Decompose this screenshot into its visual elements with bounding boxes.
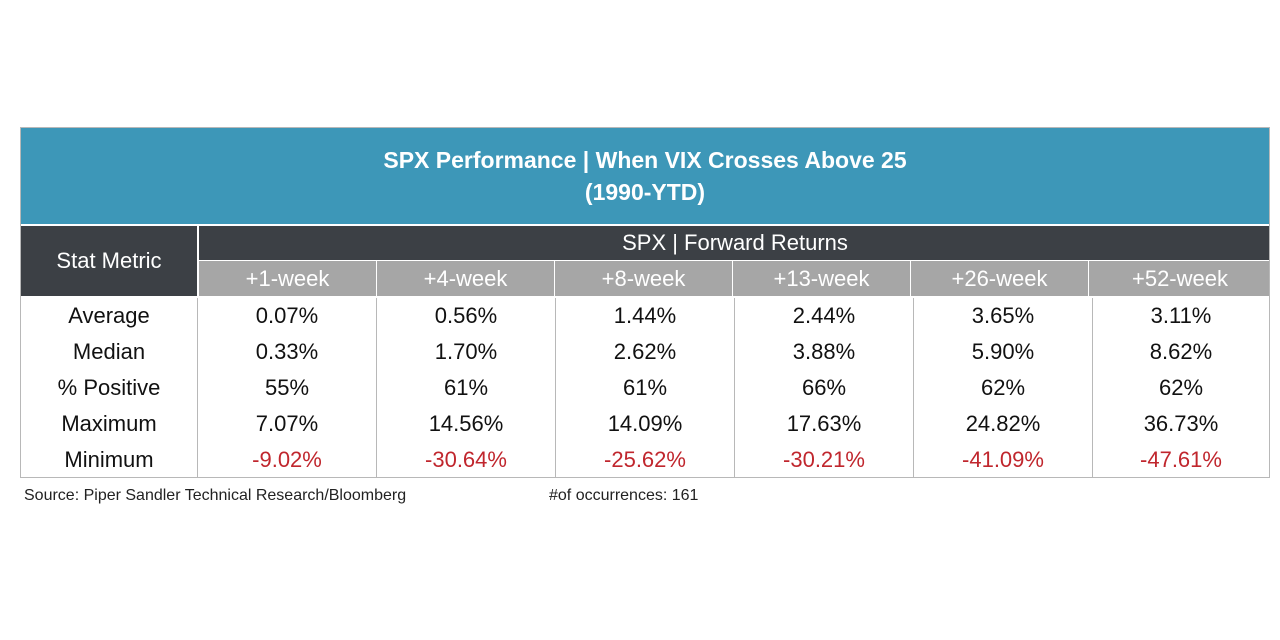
table-cell: 61% xyxy=(556,370,735,406)
column-header: +26-week xyxy=(911,261,1089,296)
row-label: Minimum xyxy=(21,442,198,477)
table-title-line2: (1990-YTD) xyxy=(584,179,706,205)
forward-returns-header: SPX | Forward Returns xyxy=(199,226,1269,260)
row-label: Average xyxy=(21,298,198,334)
table-cell: 3.88% xyxy=(735,334,914,370)
column-header: +4-week xyxy=(377,261,555,296)
table-cell: 0.07% xyxy=(198,298,377,334)
row-label: Maximum xyxy=(21,406,198,442)
table-cell: 62% xyxy=(1158,375,1204,400)
stat-metric-header: Stat Metric xyxy=(21,226,197,296)
row-label: Median xyxy=(21,334,198,370)
table-cell: 61% xyxy=(377,370,556,406)
table-cell: -25.62% xyxy=(556,442,735,477)
source-note: Source: Piper Sandler Technical Research… xyxy=(24,487,407,504)
table-cell: 2.62% xyxy=(556,334,735,370)
table-row: % Positive 55% 61% 61% 66% 62% 62% xyxy=(21,370,1269,406)
table-cell: -9.02% xyxy=(198,442,377,477)
table-title-line1: SPX Performance | When VIX Crosses Above… xyxy=(383,147,907,173)
table-cell: 55% xyxy=(198,370,377,406)
column-header: +13-week xyxy=(733,261,911,296)
table-body: Average 0.07% 0.56% 1.44% 2.44% 3.65% 3.11% Med… xyxy=(21,298,1269,477)
table-cell: 0.33% xyxy=(198,334,377,370)
table-cell: -47.61% xyxy=(1140,447,1222,472)
performance-table: SPX Performance | When VIX Crosses Above… xyxy=(20,127,1270,478)
table-cell: -41.09% xyxy=(914,442,1093,477)
table-cell: 3.11% xyxy=(1150,303,1212,328)
table-cell: 66% xyxy=(735,370,914,406)
table-cell: 5.90% xyxy=(914,334,1093,370)
table-cell: 62% xyxy=(914,370,1093,406)
table-cell: 0.56% xyxy=(377,298,556,334)
table-cell: 8.62% xyxy=(1149,339,1213,364)
table-cell: 24.82% xyxy=(914,406,1093,442)
table-cell: 3.65% xyxy=(914,298,1093,334)
table-cell: -30.21% xyxy=(735,442,914,477)
column-headers: +1-week +4-week +8-week +13-week +26-week +52… xyxy=(199,261,1269,296)
table-cell: 7.07% xyxy=(198,406,377,442)
table-cell: 17.63% xyxy=(735,406,914,442)
occurrences-note: #of occurrences: 161 xyxy=(549,487,699,504)
table-cell: 36.73% xyxy=(1143,411,1219,436)
table-cell: 14.56% xyxy=(377,406,556,442)
column-header: +52-week xyxy=(1089,261,1269,296)
table-cell: 2.44% xyxy=(735,298,914,334)
column-header: +8-week xyxy=(555,261,733,296)
table-title: SPX Performance | When VIX Crosses Above… xyxy=(21,128,1269,224)
table-cell: -30.64% xyxy=(377,442,556,477)
table-row: Minimum -9.02% -30.64% -25.62% -30.21% -41.09… xyxy=(21,442,1269,477)
row-label: % Positive xyxy=(21,370,198,406)
table-row: Average 0.07% 0.56% 1.44% 2.44% 3.65% 3.11% xyxy=(21,298,1269,334)
table-cell: 1.70% xyxy=(377,334,556,370)
table-row: Maximum 7.07% 14.56% 14.09% 17.63% 24.82% 36.7… xyxy=(21,406,1269,442)
table-cell: 1.44% xyxy=(556,298,735,334)
table-cell: 14.09% xyxy=(556,406,735,442)
column-header: +1-week xyxy=(199,261,377,296)
table-row: Median 0.33% 1.70% 2.62% 3.88% 5.90% 8.62% xyxy=(21,334,1269,370)
